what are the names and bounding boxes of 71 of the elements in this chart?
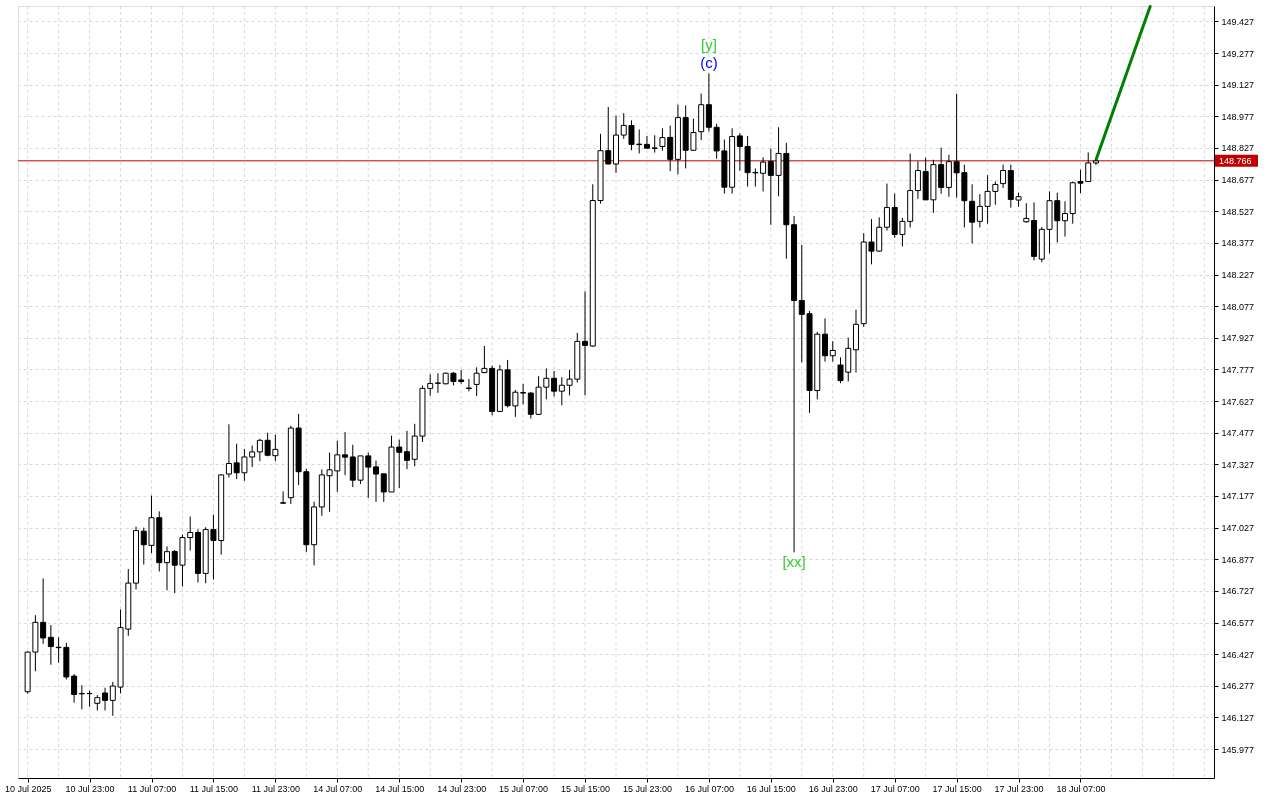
candlestick (582, 290, 589, 396)
y-tick-label: 148.677 (1221, 175, 1255, 186)
x-tick-label: 14 Jul 23:00 (437, 783, 487, 794)
x-tick-label: 15 Jul 23:00 (622, 783, 672, 794)
candlestick (163, 545, 170, 591)
candlestick (883, 183, 890, 232)
y-tick-label: 148.077 (1221, 301, 1255, 312)
y-tick-label: 146.427 (1221, 649, 1255, 660)
x-tick-label: 16 Jul 07:00 (684, 783, 734, 794)
candlestick (102, 687, 109, 711)
candlestick (373, 460, 380, 503)
y-tick-label: 147.927 (1221, 333, 1255, 344)
x-tick-label: 15 Jul 15:00 (561, 783, 611, 794)
candlestick (822, 317, 829, 363)
y-tick-label: 145.977 (1221, 744, 1255, 755)
candlestick (403, 430, 410, 470)
x-tick-label: 11 Jul 23:00 (251, 783, 301, 794)
y-tick-label: 148.527 (1221, 206, 1255, 217)
x-tick-label: 10 Jul 2025 (4, 783, 52, 794)
x-tick-label: 16 Jul 23:00 (808, 783, 858, 794)
y-tick-label: 146.727 (1221, 586, 1255, 597)
x-tick-label: 14 Jul 07:00 (313, 783, 363, 794)
candlestick (473, 366, 480, 397)
candlestick (969, 183, 976, 245)
y-tick-label: 149.427 (1221, 16, 1255, 27)
candlestick (551, 370, 558, 397)
candlestick (47, 624, 54, 666)
candlestick (1062, 200, 1069, 238)
y-tick-label: 148.377 (1221, 238, 1255, 249)
x-tick-label: 17 Jul 07:00 (870, 783, 920, 794)
y-tick-label: 147.777 (1221, 364, 1255, 375)
candlestick (760, 156, 767, 192)
candlestick (829, 340, 836, 363)
x-tick-label: 11 Jul 15:00 (189, 783, 239, 794)
x-tick-label: 14 Jul 15:00 (375, 783, 425, 794)
ref-line-label: 148.766 (1219, 155, 1252, 166)
line-series (1094, 4, 1152, 162)
y-tick-label: 148.827 (1221, 143, 1255, 154)
candlestick (280, 490, 287, 505)
annotation: (c) (700, 54, 718, 72)
y-tick-label: 149.277 (1221, 48, 1255, 59)
y-tick-label: 146.127 (1221, 712, 1255, 723)
candlestick (914, 160, 921, 200)
candlestick (434, 372, 441, 394)
y-tick-label: 149.127 (1221, 80, 1255, 91)
x-tick-label: 10 Jul 23:00 (65, 783, 115, 794)
annotation: [xx] (782, 553, 806, 571)
x-tick-label: 16 Jul 15:00 (746, 783, 796, 794)
y-tick-label: 146.277 (1221, 681, 1255, 692)
y-tick-label: 147.177 (1221, 491, 1255, 502)
candlestick (651, 134, 658, 154)
y-tick-label: 147.027 (1221, 523, 1255, 534)
x-tick-label: 17 Jul 15:00 (932, 783, 982, 794)
y-tick-label: 146.877 (1221, 554, 1255, 565)
x-tick-label: 11 Jul 07:00 (127, 783, 177, 794)
y-tick-label: 147.477 (1221, 428, 1255, 439)
candlestick (342, 431, 349, 476)
y-tick-label: 147.627 (1221, 396, 1255, 407)
candlestick (1023, 202, 1030, 224)
y-tick-label: 147.327 (1221, 459, 1255, 470)
x-tick-label: 18 Jul 07:00 (1056, 783, 1106, 794)
candlestick (225, 423, 232, 478)
x-tick-label: 17 Jul 23:00 (994, 783, 1044, 794)
y-tick-label: 146.577 (1221, 618, 1255, 629)
candlestick (465, 378, 472, 392)
y-tick-label: 148.977 (1221, 111, 1255, 122)
candlestick (1000, 164, 1007, 189)
annotation: [y] (700, 36, 717, 54)
candlestick (643, 135, 650, 150)
y-tick-label: 148.227 (1221, 270, 1255, 281)
x-tick-label: 15 Jul 07:00 (499, 783, 549, 794)
